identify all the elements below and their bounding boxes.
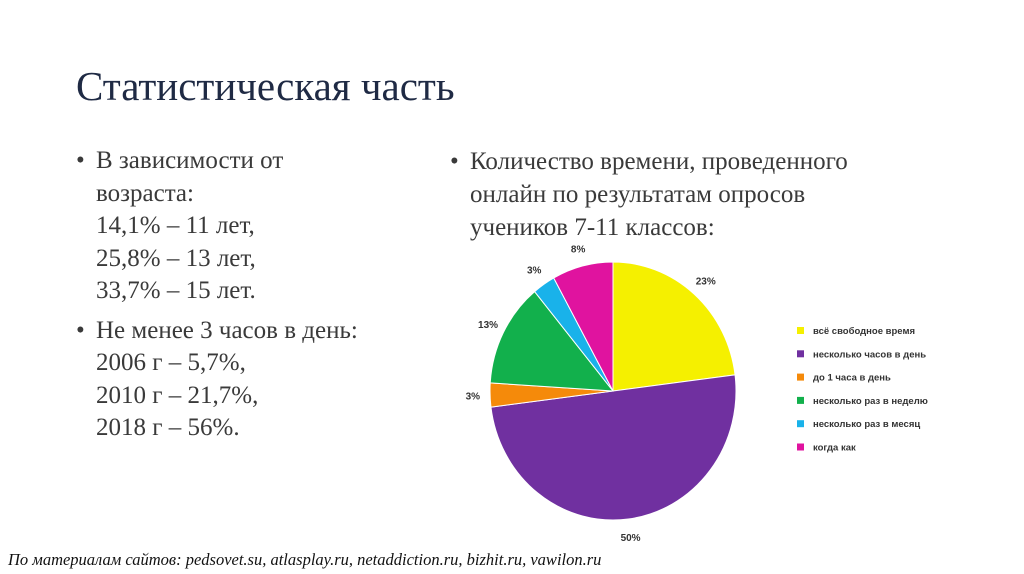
- bullet-age: • В зависимости от возраста: 14,1% – 11 …: [76, 145, 358, 308]
- slice-label: 13%: [478, 320, 498, 331]
- legend-swatch: [797, 327, 804, 334]
- left-bullet-list: • В зависимости от возраста: 14,1% – 11 …: [76, 145, 358, 452]
- bullet-line: 14,1% – 11 лет,: [96, 212, 255, 239]
- sources-footer: По материалам сайтов: pedsovet.su, atlas…: [8, 550, 602, 569]
- bullet-line: В зависимости от: [96, 147, 284, 174]
- slice-label: 3%: [527, 265, 542, 276]
- pie-slice: [490, 374, 737, 521]
- bullet-hours: • Не менее 3 часов в день: 2006 г – 5,7%…: [76, 315, 358, 445]
- bullet-line: 2018 г – 56%.: [96, 414, 240, 441]
- legend-label: всё свободное время: [813, 326, 915, 337]
- slice-label: 3%: [466, 392, 481, 403]
- legend-label: несколько часов в день: [813, 349, 926, 360]
- bullet-line: учеников 7-11 классов:: [470, 214, 715, 241]
- bullet-line: Не менее 3 часов в день:: [96, 316, 358, 344]
- bullet-line: возраста:: [96, 179, 194, 207]
- legend-swatch: [797, 396, 804, 404]
- pie-slice: [553, 261, 614, 392]
- bullet-line: 25,8% – 13 лет,: [96, 244, 256, 272]
- bullet-line: 33,7% – 15 лет.: [96, 277, 256, 304]
- legend-label: когда как: [813, 443, 856, 454]
- right-bullet-list: • Количество времени, проведенного онлай…: [450, 145, 848, 251]
- slice-label: 50%: [621, 533, 641, 544]
- slice-label: 8%: [571, 245, 586, 256]
- bullet-dot: •: [76, 316, 85, 344]
- bullet-line: 2010 г – 21,7%,: [96, 381, 259, 409]
- legend-swatch: [797, 373, 804, 381]
- bullet-online-time: • Количество времени, проведенного онлай…: [450, 145, 848, 244]
- slice-label: 23%: [696, 277, 716, 288]
- bullet-dot: •: [450, 148, 459, 175]
- pie-slice: [612, 261, 736, 392]
- bullet-line: онлайн по результатам опросов: [470, 181, 806, 208]
- legend-swatch: [797, 350, 804, 358]
- bullet-dot: •: [76, 147, 85, 174]
- legend-swatch: [797, 443, 804, 451]
- legend-label: до 1 часа в день: [813, 373, 891, 384]
- pie-slice: [489, 290, 615, 392]
- bullet-line: Количество времени, проведенного: [470, 148, 848, 175]
- legend-label: несколько раз в неделю: [813, 396, 928, 407]
- bullet-line: 2006 г – 5,7%,: [96, 349, 246, 376]
- legend-swatch: [797, 420, 804, 428]
- slide-title: Статистическая часть: [76, 63, 455, 109]
- legend-label: несколько раз в месяц: [813, 419, 920, 430]
